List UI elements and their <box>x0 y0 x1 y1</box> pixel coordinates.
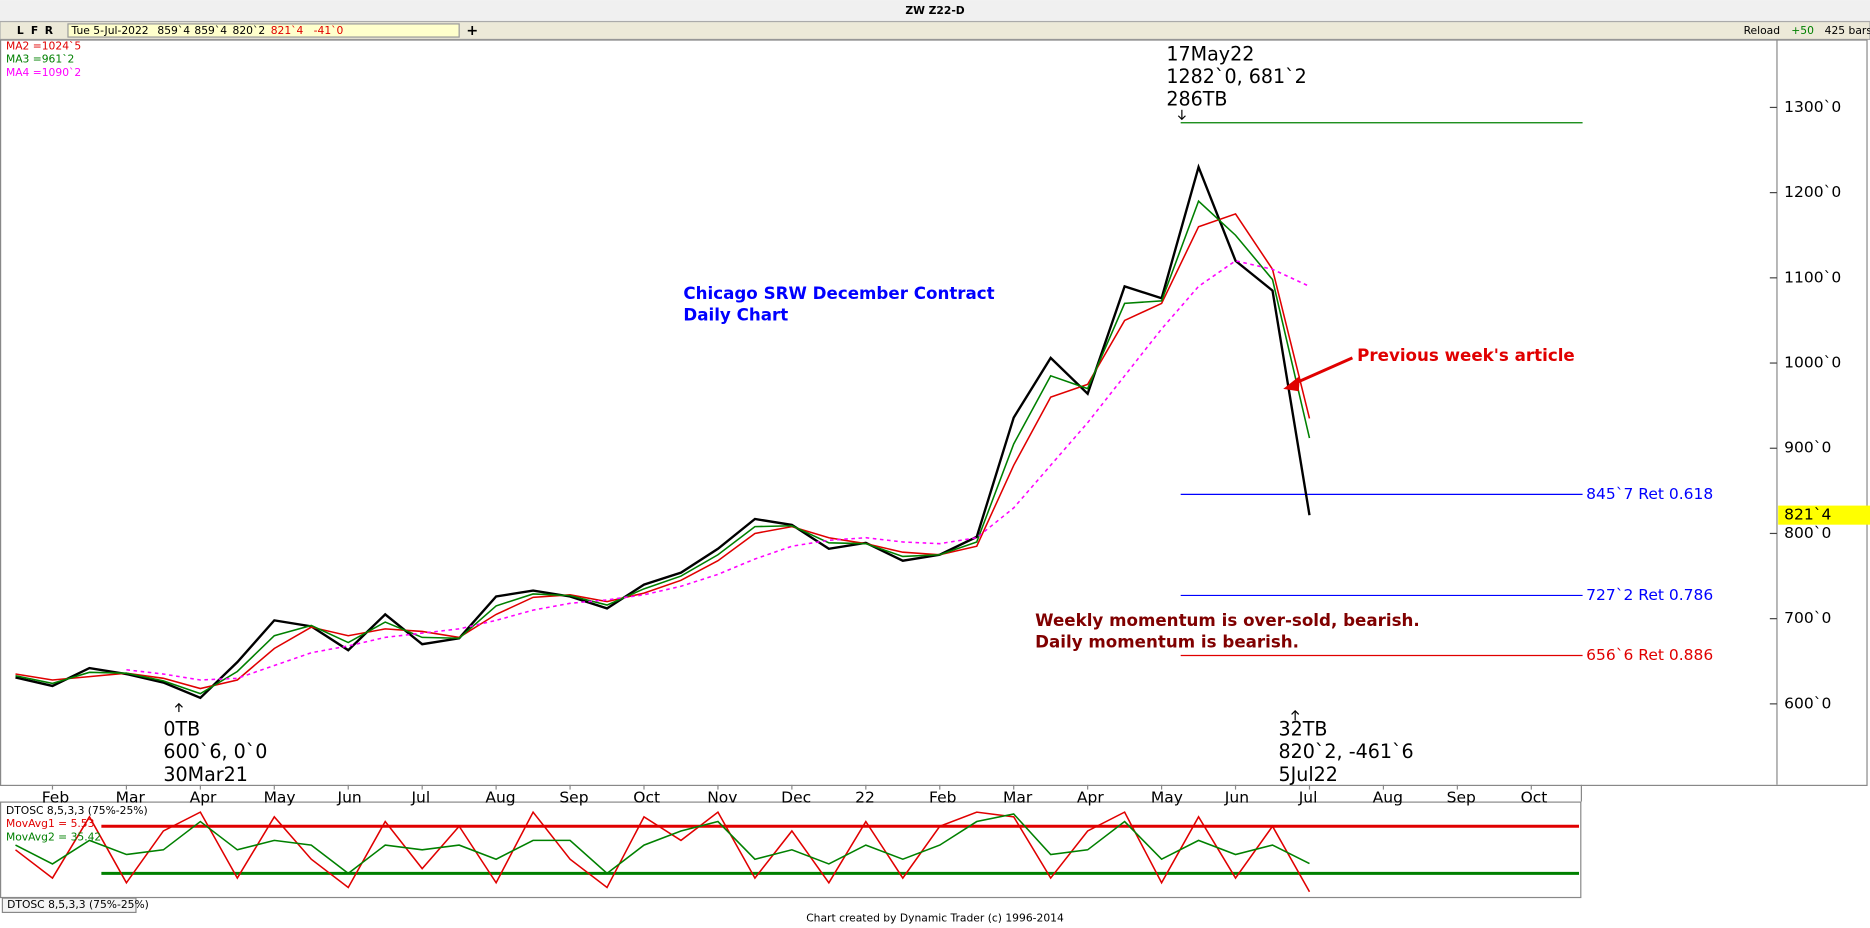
osc-tab-label[interactable]: DTOSC 8,5,3,3 (75%-25%) <box>7 898 149 911</box>
legend-entry: MA2 =1024`5 <box>6 40 81 53</box>
x-tick-label: Jun <box>337 788 362 806</box>
mode-button-label[interactable]: F <box>31 24 38 37</box>
x-tick-label: Aug <box>1373 788 1403 806</box>
quote-field: 859`4 <box>157 24 190 37</box>
bars-count: 425 bars <box>1825 24 1870 37</box>
price-panel <box>0 39 1868 787</box>
y-tick-label: 800`0 <box>1784 524 1831 542</box>
x-tick-label: Oct <box>633 788 660 806</box>
reload-button[interactable]: Reload <box>1744 24 1780 37</box>
quote-field: -41`0 <box>314 24 344 37</box>
x-tick-label: Jul <box>1298 788 1318 806</box>
note: Daily momentum is bearish. <box>1035 632 1299 651</box>
series-line <box>15 810 1311 893</box>
pivot-label: 820`2, -461`6 <box>1278 741 1413 763</box>
pivot-label: 1282`0, 681`2 <box>1166 66 1306 88</box>
note-arrow <box>1289 356 1354 387</box>
x-tick-label: Feb <box>42 788 69 806</box>
retracement-label: 656`6 Ret 0.886 <box>1586 646 1713 664</box>
series-line <box>15 813 1310 875</box>
osc-tab[interactable] <box>1 897 137 914</box>
mode-button[interactable] <box>42 23 55 38</box>
mode-button[interactable] <box>14 23 27 38</box>
note: Weekly momentum is over-sold, bearish. <box>1035 611 1420 630</box>
x-tick-label: Mar <box>116 788 146 806</box>
pivot-label: 0TB <box>163 718 200 740</box>
add-button[interactable]: + <box>466 23 478 39</box>
series-line <box>126 259 1310 681</box>
note-arrow-head <box>1283 375 1300 392</box>
osc-panel <box>0 801 1582 899</box>
retracement-label: 845`7 Ret 0.618 <box>1586 485 1713 503</box>
pivot-label: 600`6, 0`0 <box>163 741 267 763</box>
retracement-label: 727`2 Ret 0.786 <box>1586 586 1713 604</box>
pivot-label: 32TB <box>1278 718 1327 740</box>
bars-step[interactable]: +50 <box>1791 24 1814 37</box>
x-tick-label: Aug <box>485 788 515 806</box>
y-tick-label: 700`0 <box>1784 609 1831 627</box>
x-tick-label: Sep <box>559 788 588 806</box>
series-line <box>15 199 1311 695</box>
legend-entry: MovAvg2 = 35.42 <box>6 830 101 843</box>
x-tick-label: Nov <box>707 788 737 806</box>
credit: Chart created by Dynamic Trader (c) 1996… <box>806 911 1064 924</box>
pivot-label: 5Jul22 <box>1278 764 1337 786</box>
x-tick-label: Jul <box>410 788 430 806</box>
x-tick-label: Apr <box>1077 788 1104 806</box>
osc-title: DTOSC 8,5,3,3 (75%-25%) <box>6 804 148 817</box>
pivot-label: 286TB <box>1166 89 1227 111</box>
x-tick-label: Apr <box>190 788 217 806</box>
mode-button-label[interactable]: L <box>17 24 24 37</box>
last-price-label: 821`4 <box>1784 506 1831 524</box>
y-tick-label: 1200`0 <box>1784 183 1841 201</box>
note: Daily Chart <box>683 306 788 325</box>
x-tick-label: Feb <box>929 788 956 806</box>
y-tick-label: 1000`0 <box>1784 354 1841 372</box>
quote-field: Tue 5-Jul-2022 <box>71 24 149 37</box>
mode-button[interactable] <box>28 23 41 38</box>
y-tick-label: 900`0 <box>1784 439 1831 457</box>
x-tick-label: 22 <box>855 788 875 806</box>
last-price-box <box>1778 505 1870 525</box>
title-bar <box>0 0 1870 22</box>
pivot-label: 30Mar21 <box>163 764 248 786</box>
note: Previous week's article <box>1357 346 1575 365</box>
x-tick-label: May <box>264 788 296 806</box>
legend-entry: MA3 =961`2 <box>6 53 74 66</box>
y-tick-label: 600`0 <box>1784 694 1831 712</box>
y-tick-label: 1300`0 <box>1784 98 1841 116</box>
x-tick-label: Oct <box>1521 788 1548 806</box>
mode-button-label[interactable]: R <box>45 24 54 37</box>
note: Chicago SRW December Contract <box>683 284 994 303</box>
x-tick-label: May <box>1151 788 1183 806</box>
legend-entry: MA4 =1090`2 <box>6 66 81 79</box>
legend-entry: MovAvg1 = 5.53 <box>6 817 94 830</box>
x-tick-label: Sep <box>1447 788 1476 806</box>
window-title: ZW Z22-D <box>905 4 964 17</box>
quote-field: 821`4 <box>271 24 304 37</box>
x-tick-label: Mar <box>1003 788 1033 806</box>
y-tick-label: 1100`0 <box>1784 268 1841 286</box>
x-tick-label: Dec <box>781 788 811 806</box>
pivot-arrow-head <box>1177 115 1186 121</box>
pivot-arrow-head <box>174 702 183 708</box>
quote-field: 820`2 <box>233 24 266 37</box>
x-tick-label: Jun <box>1224 788 1249 806</box>
quote-field: 859`4 <box>194 24 227 37</box>
pivot-label: 17May22 <box>1166 43 1254 65</box>
quote-box <box>67 23 460 38</box>
pivot-arrow-head <box>1291 710 1300 715</box>
